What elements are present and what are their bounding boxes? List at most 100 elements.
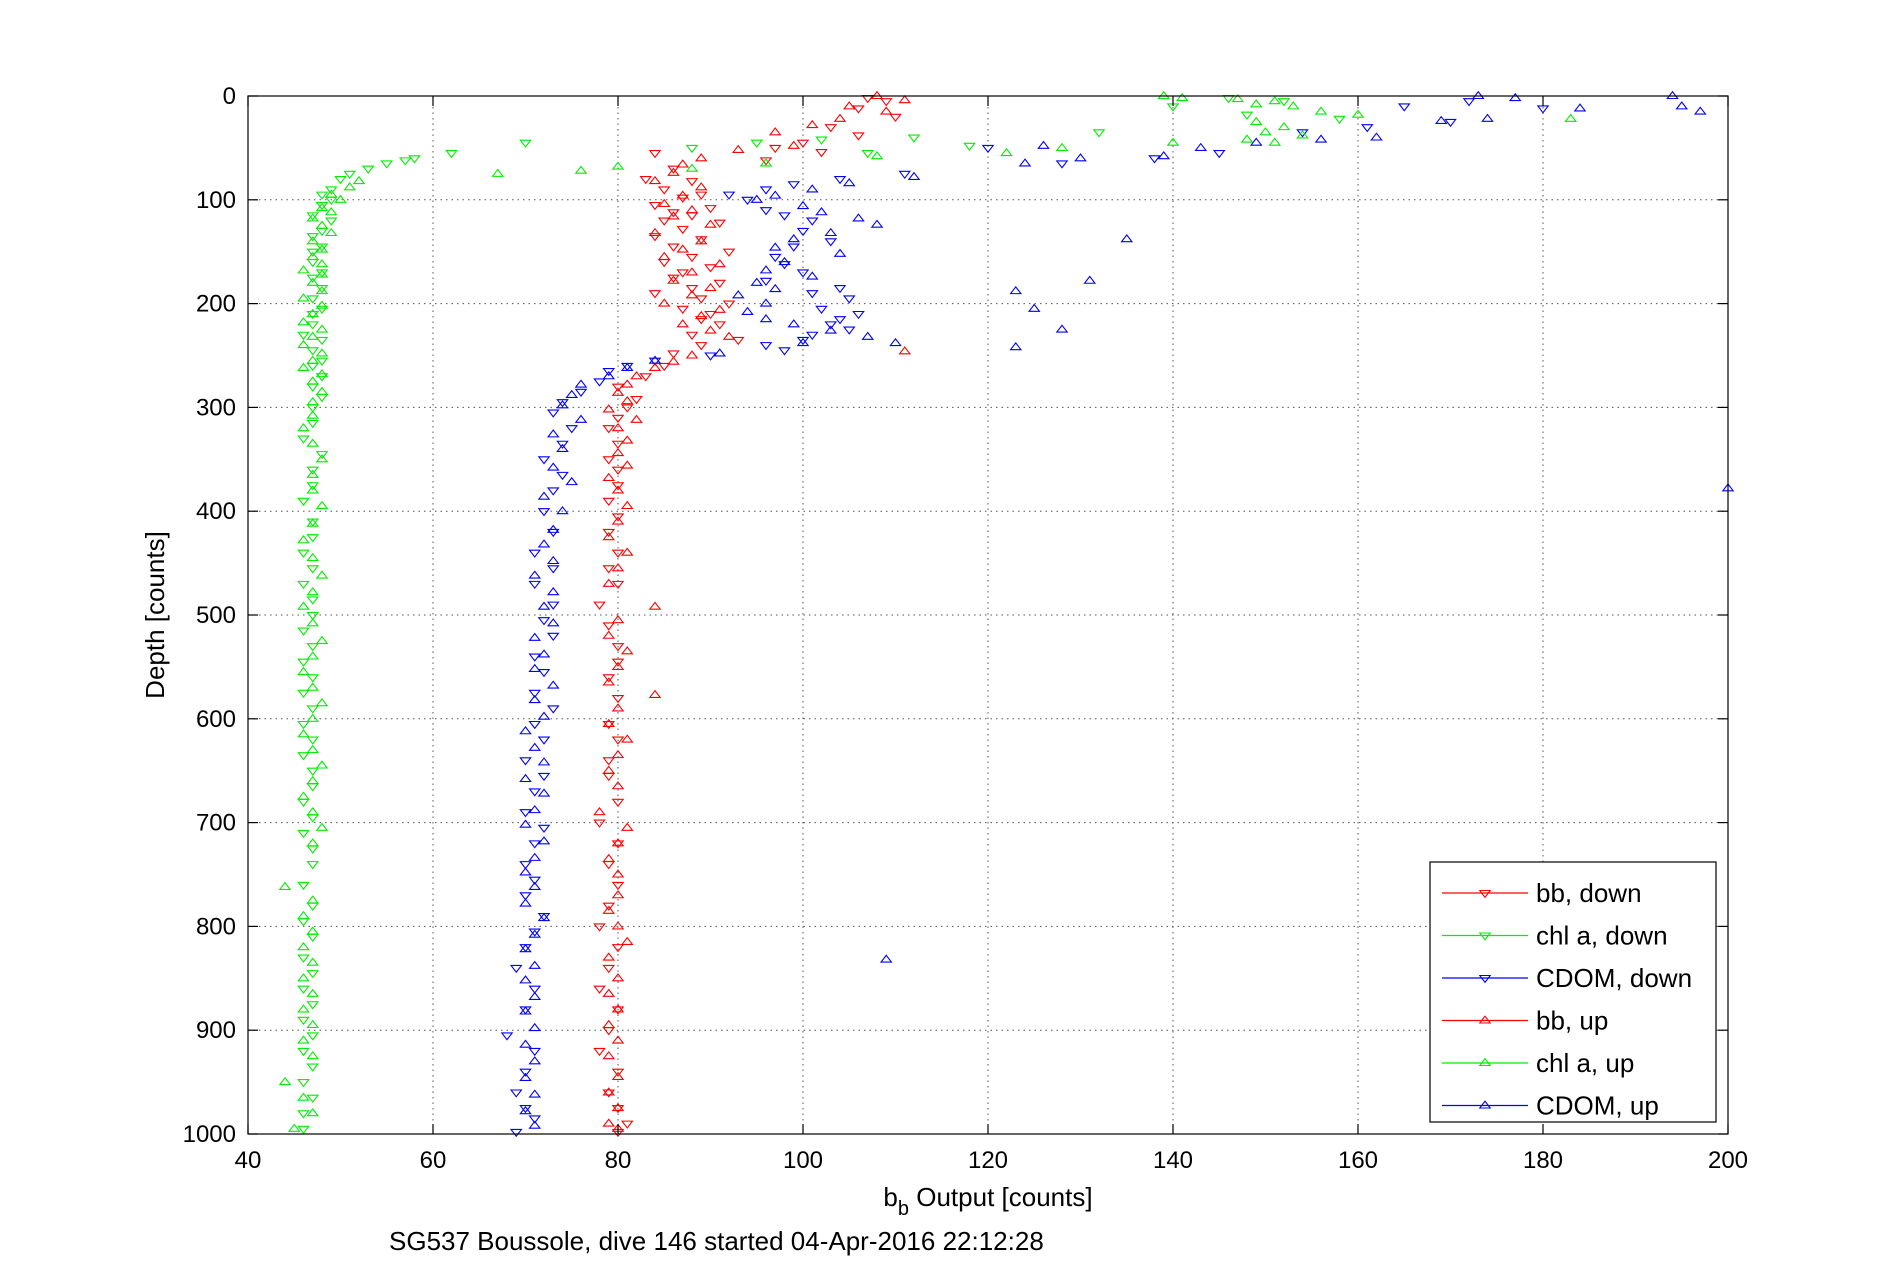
data-point: [704, 352, 717, 361]
data-point: [1675, 101, 1689, 110]
data-point: [787, 234, 801, 243]
data-point: [306, 469, 320, 478]
data-point: [694, 310, 708, 320]
data-point: [297, 265, 310, 274]
data-point: [611, 736, 625, 745]
data-point: [611, 973, 625, 982]
x-axis-label-rest: Output [counts]: [909, 1182, 1093, 1212]
data-point: [1240, 111, 1254, 120]
data-point: [1259, 127, 1272, 136]
data-point: [306, 485, 320, 494]
data-point: [731, 336, 745, 346]
data-point: [306, 1063, 320, 1072]
data-point: [879, 98, 893, 107]
data-point: [306, 895, 320, 904]
data-point: [805, 184, 819, 193]
data-point: [870, 219, 884, 228]
data-point: [676, 159, 690, 168]
data-point: [611, 1004, 625, 1013]
data-point: [870, 151, 884, 160]
data-point: [805, 217, 819, 226]
data-point: [315, 822, 329, 831]
data-point: [306, 213, 320, 222]
data-point: [297, 941, 310, 951]
data-point: [685, 163, 699, 172]
data-point: [713, 304, 727, 313]
data-point: [509, 1089, 523, 1098]
data-point: [1693, 106, 1707, 115]
data-point: [611, 485, 625, 494]
data-point: [528, 1056, 542, 1065]
data-point: [500, 1032, 514, 1041]
data-point: [352, 175, 366, 185]
legend-marker: [1478, 932, 1492, 941]
data-point: [1009, 341, 1023, 351]
data-point: [537, 649, 551, 658]
legend: bb, down chl a, down CDOM, down bb, up chl a…: [1429, 861, 1717, 1123]
data-point: [537, 757, 551, 766]
x-tick-label: 160: [1338, 1147, 1378, 1174]
data-point: [648, 175, 662, 185]
data-point: [824, 124, 838, 133]
data-point: [1175, 92, 1189, 102]
data-point: [898, 170, 912, 180]
data-point: [297, 293, 310, 302]
data-point: [704, 219, 717, 228]
data-point: [528, 852, 542, 861]
data-point: [787, 243, 801, 252]
data-point: [685, 253, 699, 263]
data-point: [324, 189, 338, 198]
data-point: [491, 168, 505, 177]
data-point: [315, 500, 329, 510]
data-point: [528, 694, 542, 704]
data-point: [667, 209, 680, 218]
data-point: [602, 456, 616, 465]
data-point: [546, 487, 560, 496]
data-point: [1444, 118, 1457, 128]
legend-entry: bb, up: [1442, 1006, 1608, 1036]
y-tick-label: 500: [196, 602, 236, 629]
data-point: [602, 565, 616, 574]
data-point: [546, 462, 560, 471]
data-point: [741, 306, 754, 315]
data-point: [815, 207, 828, 216]
data-point: [648, 227, 662, 237]
y-tick-label: 800: [196, 913, 236, 940]
data-point: [519, 809, 532, 818]
data-point: [556, 400, 569, 409]
y-tick-label: 200: [196, 291, 236, 318]
data-point: [648, 150, 662, 159]
data-point: [1157, 151, 1171, 160]
data-point: [297, 1110, 310, 1119]
data-point: [1055, 324, 1069, 333]
data-point: [611, 383, 625, 392]
data-point: [361, 165, 375, 174]
data-point: [519, 1105, 532, 1114]
x-tick-label: 200: [1708, 1147, 1748, 1174]
y-tick-label: 900: [196, 1017, 236, 1044]
data-point: [1277, 98, 1291, 107]
data-point: [297, 435, 310, 444]
data-point: [528, 991, 542, 1001]
data-point: [306, 596, 320, 605]
data-point: [630, 396, 643, 405]
data-point: [537, 824, 551, 833]
data-point: [537, 772, 551, 782]
data-point: [565, 389, 579, 398]
data-point: [1018, 158, 1032, 167]
data-point: [824, 325, 838, 334]
data-point: [297, 422, 310, 432]
data-point: [537, 788, 551, 797]
data-point: [602, 964, 616, 974]
data-point: [602, 531, 616, 541]
data-point: [620, 379, 634, 388]
data-point: [685, 204, 699, 214]
data-point: [685, 267, 699, 276]
data-point: [879, 106, 893, 115]
data-point: [306, 419, 320, 429]
data-point: [731, 144, 745, 154]
data-point: [546, 565, 560, 574]
data-point: [519, 1006, 532, 1015]
data-point: [694, 316, 708, 325]
data-point: [315, 324, 329, 333]
